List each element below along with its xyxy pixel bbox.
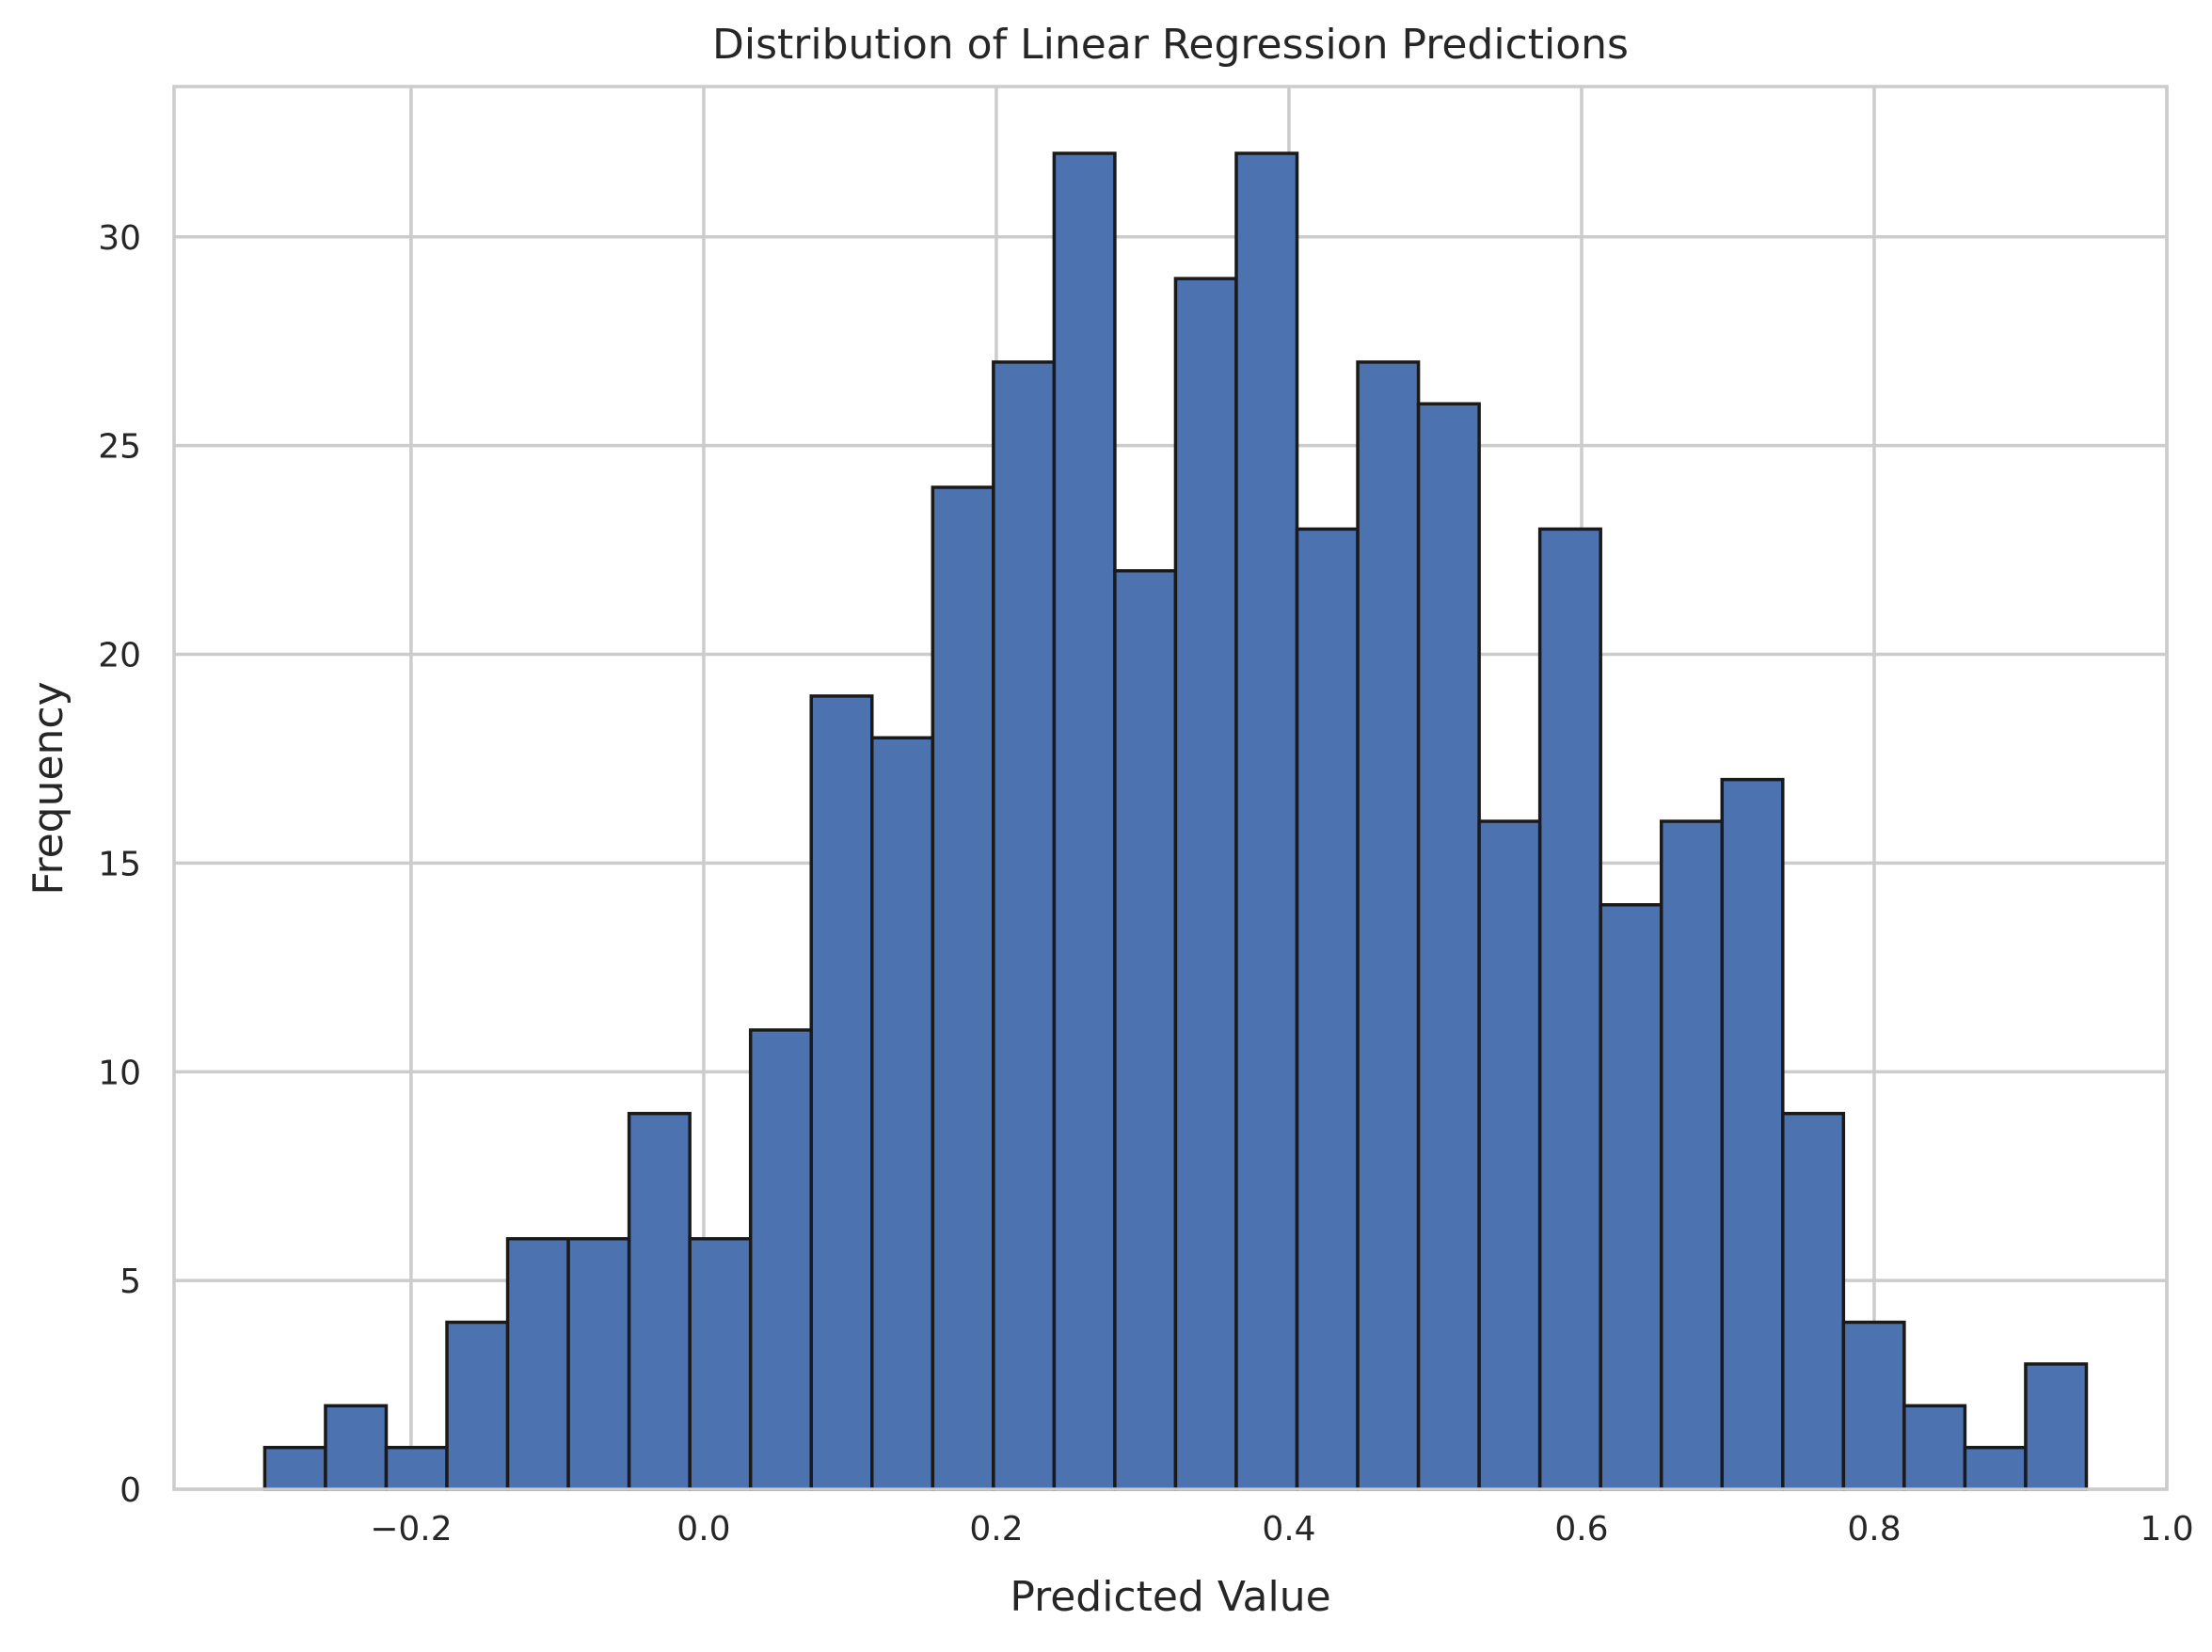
- chart-title: Distribution of Linear Regression Predic…: [712, 21, 1629, 69]
- y-axis-ticks: 0 5 10 15 20 25 30: [98, 219, 141, 1510]
- histogram-bar: [1963, 1445, 2028, 1491]
- histogram-bar: [1599, 903, 1663, 1491]
- histogram-bar: [1295, 527, 1360, 1491]
- x-tick-label: −0.2: [370, 1510, 452, 1549]
- histogram-bar: [2024, 1362, 2089, 1491]
- x-tick-label: 0.4: [1262, 1510, 1315, 1549]
- histogram-bar: [931, 485, 995, 1491]
- histogram-bar: [1659, 819, 1725, 1491]
- histogram-bar: [1720, 777, 1785, 1491]
- y-tick-label: 20: [98, 637, 141, 675]
- histogram-bar: [324, 1404, 389, 1491]
- histogram-bar: [748, 1028, 813, 1491]
- histogram-bar: [1902, 1404, 1967, 1491]
- histogram-bar: [1841, 1320, 1906, 1491]
- y-tick-label: 10: [98, 1054, 141, 1092]
- y-tick-label: 5: [119, 1263, 141, 1301]
- histogram-bar: [566, 1237, 631, 1491]
- histogram-bar: [1416, 402, 1481, 1491]
- x-axis-ticks: −0.2 0.0 0.2 0.4 0.6 0.8 1.0: [370, 1510, 2193, 1549]
- histogram-bar: [992, 360, 1057, 1491]
- histogram-bar: [263, 1445, 327, 1491]
- x-tick-label: 0.8: [1847, 1510, 1901, 1549]
- x-tick-label: 0.2: [969, 1510, 1023, 1549]
- histogram-bars: [263, 151, 2089, 1491]
- histogram-bar: [1173, 277, 1238, 1491]
- x-tick-label: 0.6: [1554, 1510, 1608, 1549]
- y-tick-label: 15: [98, 845, 141, 883]
- x-tick-label: 1.0: [2140, 1510, 2193, 1549]
- histogram-bar: [870, 736, 935, 1491]
- histogram-bar: [1052, 151, 1117, 1491]
- histogram-bar: [1781, 1111, 1846, 1491]
- histogram-bar: [627, 1111, 692, 1491]
- x-axis-label: Predicted Value: [1010, 1573, 1330, 1621]
- histogram-bar: [1477, 819, 1542, 1491]
- plot-frame: [172, 85, 2169, 1491]
- histogram-bar: [505, 1237, 570, 1491]
- histogram-bar: [1234, 151, 1299, 1491]
- y-tick-label: 30: [98, 219, 141, 258]
- axes-frame: [172, 85, 2169, 1491]
- histogram-bar: [445, 1320, 510, 1491]
- x-tick-label: 0.0: [676, 1510, 730, 1549]
- histogram-bar: [1113, 569, 1178, 1491]
- histogram-bar: [1356, 360, 1421, 1491]
- histogram-bar: [384, 1445, 449, 1491]
- histogram-bar: [688, 1237, 753, 1491]
- y-tick-label: 25: [98, 428, 141, 467]
- histogram-bar: [1537, 527, 1602, 1491]
- y-axis-label: Frequency: [24, 681, 72, 895]
- histogram-bar: [809, 694, 874, 1491]
- y-tick-label: 0: [119, 1471, 141, 1510]
